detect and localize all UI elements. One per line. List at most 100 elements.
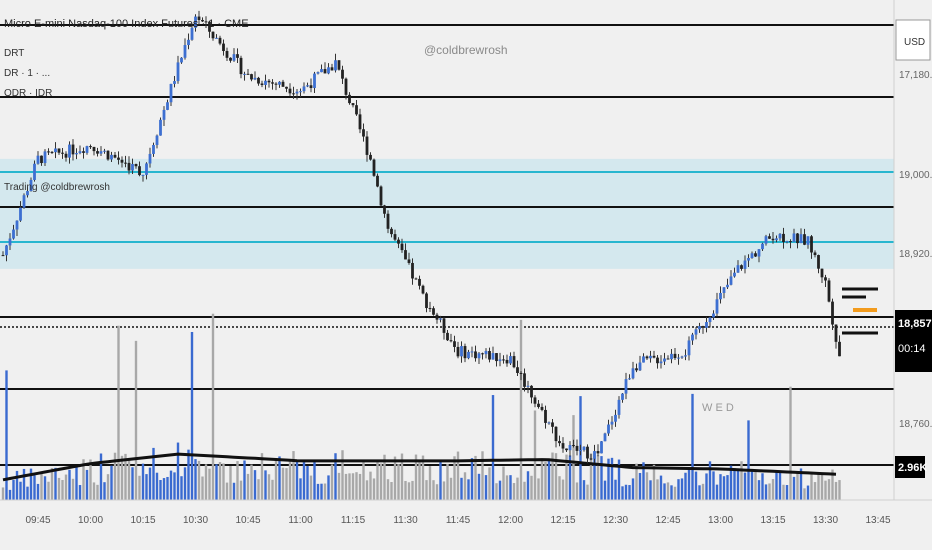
candle <box>166 99 169 111</box>
candle <box>33 160 36 182</box>
candle <box>421 284 425 295</box>
volume-bar <box>96 484 99 500</box>
candle-body <box>267 80 271 83</box>
volume-bar <box>467 479 470 500</box>
time-tick-label: 11:30 <box>393 515 418 526</box>
candle <box>8 233 12 250</box>
candle-body <box>715 299 719 314</box>
volume-bar <box>453 456 456 500</box>
candle-body <box>148 153 152 164</box>
candle-body <box>589 458 593 460</box>
candle-body <box>645 356 649 359</box>
candle <box>320 64 323 73</box>
volume-bar <box>141 463 145 500</box>
volume-bar <box>365 480 369 500</box>
candle-body <box>439 318 442 320</box>
candle-body <box>687 340 691 356</box>
candle-body <box>460 346 463 357</box>
candle-body <box>344 78 348 95</box>
candle <box>715 292 719 317</box>
volume-bar <box>460 477 463 500</box>
volume-value-box <box>895 456 925 478</box>
candle <box>267 79 271 88</box>
candle <box>533 395 537 408</box>
volume-bar <box>435 484 439 500</box>
volume-bar <box>351 473 355 500</box>
candle-body <box>278 81 281 85</box>
volume-bar <box>677 479 680 500</box>
volume-bar <box>323 483 327 500</box>
volume-bar <box>414 454 418 500</box>
volume-bar <box>243 460 246 500</box>
volume-bar <box>197 460 201 500</box>
volume-bar <box>180 476 183 500</box>
candle-body <box>533 397 537 404</box>
volume-bar <box>390 481 393 500</box>
candle <box>204 16 208 29</box>
candle <box>610 416 614 430</box>
candle-body <box>113 154 117 158</box>
volume-bar <box>428 466 432 500</box>
candle <box>215 34 218 39</box>
volume-bar <box>110 465 113 500</box>
candle <box>838 335 841 357</box>
volume-bar <box>78 485 82 500</box>
candle <box>330 63 334 71</box>
candle-body <box>477 353 481 359</box>
volume-bar <box>162 478 166 500</box>
candle <box>386 210 390 234</box>
volume-bar <box>558 476 561 500</box>
candle <box>677 354 680 365</box>
candle <box>568 441 572 457</box>
candle-body <box>78 151 82 154</box>
volume-bar <box>715 484 719 500</box>
candle <box>460 341 463 363</box>
currency-box[interactable] <box>895 19 931 61</box>
volume-bar <box>806 485 810 500</box>
candle-body <box>26 191 29 196</box>
volume-bar <box>817 472 820 500</box>
candle-body <box>299 91 302 93</box>
volume-bar <box>194 459 197 500</box>
candle <box>652 350 656 359</box>
candle-body <box>582 446 586 451</box>
candle-body <box>229 57 232 61</box>
time-tick-label: 13:30 <box>813 515 838 526</box>
candle-body <box>586 446 589 459</box>
candle <box>302 82 306 94</box>
volume-bar <box>106 474 110 500</box>
candle <box>484 348 488 359</box>
candle-body <box>124 162 127 164</box>
volume-bar <box>449 477 453 500</box>
volume-bar <box>40 472 43 500</box>
volume-bar <box>810 472 813 500</box>
volume-bar <box>320 483 323 500</box>
volume-bar <box>792 476 796 500</box>
candle <box>36 151 40 165</box>
volume-bar <box>260 453 264 500</box>
candle-body <box>40 155 43 164</box>
volume-bar <box>327 475 330 500</box>
candle <box>306 82 309 88</box>
candle <box>379 185 383 207</box>
candle <box>775 235 778 243</box>
volume-bar <box>232 482 236 500</box>
candle <box>820 268 824 284</box>
candle <box>145 162 148 180</box>
candle-body <box>656 357 659 364</box>
volume-bar <box>645 472 649 500</box>
volume-bar <box>649 480 652 500</box>
volume-bar <box>355 472 358 500</box>
candle-body <box>523 373 526 387</box>
volume-bar <box>264 470 267 500</box>
candle-body <box>425 293 428 309</box>
candle <box>113 151 117 159</box>
price-axis[interactable] <box>894 0 932 500</box>
volume-bar <box>572 415 575 500</box>
volume-bar <box>747 420 750 500</box>
volume-bar <box>8 489 12 500</box>
volume-bar <box>12 479 15 500</box>
time-axis[interactable] <box>0 500 932 550</box>
candle <box>180 57 183 64</box>
